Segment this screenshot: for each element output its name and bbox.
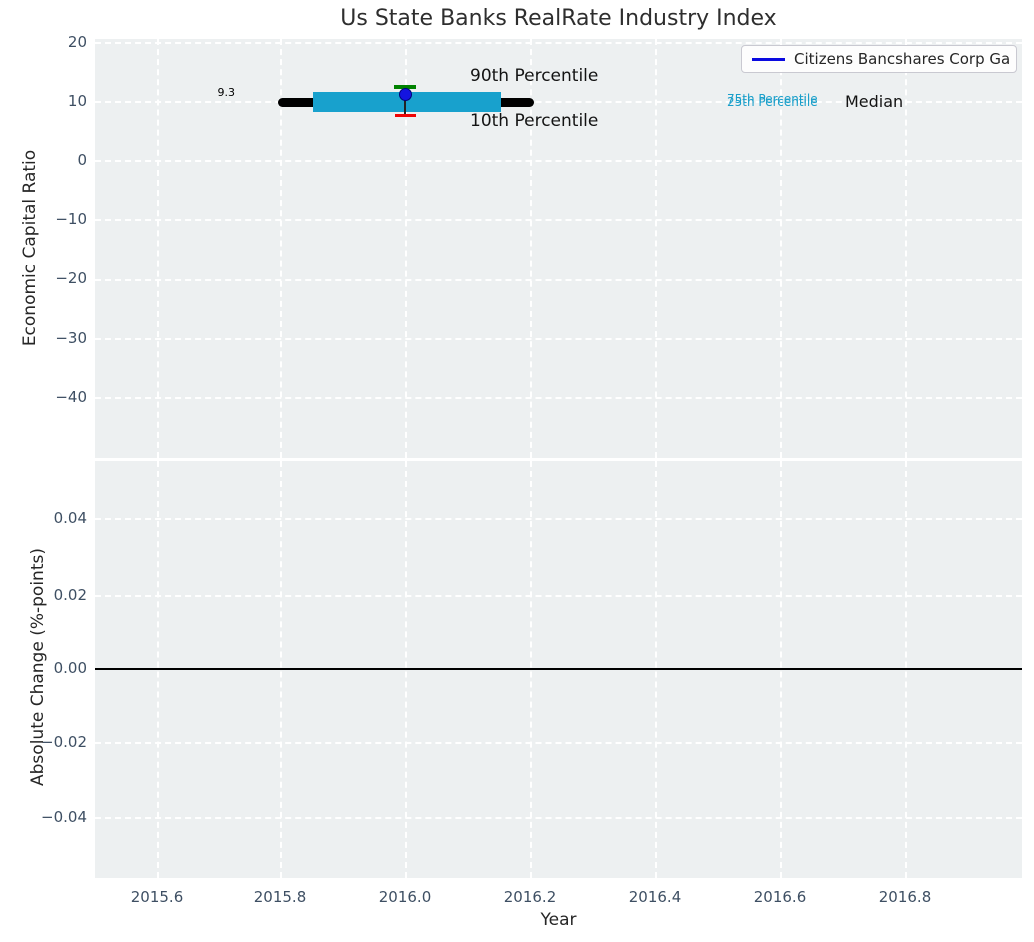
ytick-label: −0.04 bbox=[41, 808, 87, 826]
median-text-label: Median bbox=[845, 92, 904, 111]
xtick-label: 2016.6 bbox=[753, 888, 807, 906]
gridline-horizontal bbox=[95, 595, 1022, 597]
gridline-horizontal bbox=[95, 101, 1022, 103]
x-axis-label: Year bbox=[540, 910, 577, 930]
bottom-axes bbox=[95, 461, 1022, 878]
ytick-label: 0 bbox=[77, 151, 87, 169]
median-value-label: 9.3 bbox=[217, 86, 236, 99]
ytick-label: 0.00 bbox=[53, 659, 87, 677]
xtick-label: 2015.6 bbox=[130, 888, 184, 906]
gridline-vertical bbox=[157, 39, 159, 458]
interquartile-band bbox=[313, 92, 501, 112]
p10-label: 10th Percentile bbox=[470, 111, 599, 131]
xtick-label: 2016.4 bbox=[628, 888, 682, 906]
gridline-vertical bbox=[280, 39, 282, 458]
ytick-label: −20 bbox=[55, 269, 87, 287]
legend-line-swatch bbox=[752, 57, 785, 61]
gridline-vertical bbox=[655, 39, 657, 458]
p25-label: 25th Percentile bbox=[727, 95, 818, 109]
ytick-label: 10 bbox=[67, 92, 87, 110]
gridline-vertical bbox=[530, 39, 532, 458]
p90-marker bbox=[394, 85, 416, 89]
gridline-horizontal bbox=[95, 279, 1022, 281]
ytick-label: −40 bbox=[55, 388, 87, 406]
gridline-horizontal bbox=[95, 338, 1022, 340]
gridline-horizontal bbox=[95, 742, 1022, 744]
gridline-horizontal bbox=[95, 817, 1022, 819]
percentile-whisker-line bbox=[404, 87, 406, 116]
ytick-label: −10 bbox=[55, 210, 87, 228]
p10-marker bbox=[395, 114, 416, 117]
gridline-vertical bbox=[780, 39, 782, 458]
xtick-label: 2015.8 bbox=[253, 888, 307, 906]
xtick-label: 2016.0 bbox=[378, 888, 432, 906]
ytick-label: −0.02 bbox=[41, 733, 87, 751]
ytick-label: −30 bbox=[55, 329, 87, 347]
chart-title: Us State Banks RealRate Industry Index bbox=[340, 6, 777, 31]
ytick-label: 0.02 bbox=[53, 586, 87, 604]
top-y-axis-label: Economic Capital Ratio bbox=[20, 149, 40, 347]
gridline-horizontal bbox=[95, 518, 1022, 520]
legend-label: Citizens Bancshares Corp Ga bbox=[794, 50, 1011, 68]
gridline-horizontal bbox=[95, 219, 1022, 221]
company-data-point bbox=[399, 88, 412, 101]
zero-reference-line bbox=[95, 668, 1022, 670]
gridline-horizontal bbox=[95, 160, 1022, 162]
legend: Citizens Bancshares Corp Ga bbox=[741, 45, 1017, 73]
p75-label: 75th Percentile bbox=[727, 92, 818, 106]
ytick-label: 20 bbox=[67, 33, 87, 51]
bottom-y-axis-label: Absolute Change (%-points) bbox=[28, 548, 48, 786]
gridline-horizontal bbox=[95, 42, 1022, 44]
gridline-vertical bbox=[405, 39, 407, 458]
gridline-vertical bbox=[905, 39, 907, 458]
gridline-horizontal bbox=[95, 397, 1022, 399]
xtick-label: 2016.2 bbox=[503, 888, 557, 906]
xtick-label: 2016.8 bbox=[878, 888, 932, 906]
ytick-label: 0.04 bbox=[53, 509, 87, 527]
top-axes bbox=[95, 39, 1022, 458]
p90-label: 90th Percentile bbox=[470, 66, 599, 86]
